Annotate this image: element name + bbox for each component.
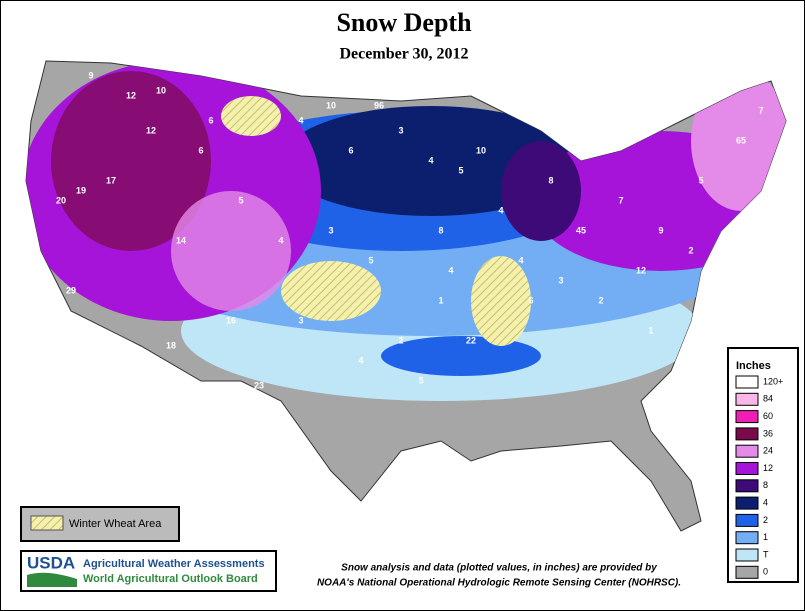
legend-label: 1 — [763, 532, 768, 542]
plotted-value: 12 — [126, 90, 136, 100]
plotted-value: 10 — [156, 85, 166, 95]
legend-swatch — [735, 462, 759, 475]
credit-line2: NOAA's National Operational Hydrologic R… — [317, 578, 681, 589]
legend-label: 36 — [763, 428, 773, 438]
plotted-value: 5 — [368, 255, 373, 265]
plotted-value: 5 — [238, 195, 243, 205]
plotted-value: 45 — [576, 225, 586, 235]
plotted-value: 8 — [438, 225, 443, 235]
usda-logo: USDA — [27, 553, 75, 572]
legend-swatch — [735, 513, 759, 527]
agency-line2: World Agricultural Outlook Board — [83, 573, 258, 585]
plotted-value: 4 — [428, 155, 433, 165]
legend-label: 4 — [763, 497, 768, 507]
plotted-value: 4 — [518, 255, 523, 265]
plotted-value: 12 — [146, 125, 156, 135]
credit-line1: Snow analysis and data (plotted values, … — [341, 563, 657, 574]
logo-wave — [27, 572, 77, 587]
plotted-value: 18 — [166, 340, 176, 350]
legend-title: Inches — [736, 360, 771, 372]
legend-swatch — [735, 479, 759, 493]
legend-label: 120+ — [763, 376, 783, 386]
plotted-value: 10 — [476, 145, 486, 155]
subtitle: December 30, 2012 — [340, 46, 469, 63]
plotted-value: 6 — [348, 145, 353, 155]
plotted-value: 17 — [106, 175, 116, 185]
plotted-value: 1 — [648, 325, 653, 335]
plotted-value: 5 — [418, 375, 423, 385]
legend-swatch — [735, 548, 759, 562]
legend-label: 24 — [763, 446, 773, 456]
plotted-value: 8 — [548, 175, 553, 185]
plotted-value: 5 — [458, 165, 463, 175]
legend-label: 60 — [763, 411, 773, 421]
legend-swatch — [735, 410, 759, 424]
plotted-value: 5 — [698, 175, 703, 185]
legend-label: 84 — [763, 394, 773, 404]
plotted-value: 12 — [636, 265, 646, 275]
legend-label: 0 — [763, 567, 768, 577]
plotted-value: 65 — [736, 135, 746, 145]
plotted-value: 4 — [298, 115, 303, 125]
plotted-value: 9 — [658, 225, 663, 235]
plotted-value: 10 — [326, 100, 336, 110]
plotted-value: 20 — [56, 195, 66, 205]
plotted-value: 2 — [118, 335, 123, 345]
plotted-value: 22 — [466, 335, 476, 345]
plotted-value: 2 — [598, 295, 603, 305]
wheat-label: Winter Wheat Area — [69, 518, 162, 530]
plotted-value: 3 — [398, 125, 403, 135]
legend-swatch — [735, 427, 759, 441]
plotted-value: 14 — [176, 235, 186, 245]
legend-swatch — [735, 565, 759, 579]
plotted-value: 16 — [226, 315, 236, 325]
plotted-value: 29 — [66, 285, 76, 295]
legend-swatch — [735, 375, 759, 389]
legend-label: 2 — [763, 515, 768, 525]
wheat-swatch — [30, 515, 64, 531]
plotted-value: 3 — [298, 315, 303, 325]
plotted-value: 23 — [254, 380, 264, 390]
legend-swatch — [735, 444, 759, 458]
plotted-value: 4 — [498, 205, 503, 215]
legend-label: 12 — [763, 463, 773, 473]
plotted-value: 7 — [758, 105, 763, 115]
plotted-value: 96 — [374, 100, 384, 110]
plotted-value: 6 — [528, 295, 533, 305]
legend-swatch — [735, 531, 759, 545]
plotted-value: 3 — [328, 225, 333, 235]
plotted-value: 6 — [198, 145, 203, 155]
legend-swatch — [735, 392, 759, 406]
plotted-value: 6 — [208, 115, 213, 125]
snow-cover — [26, 61, 786, 401]
plotted-value: 7 — [618, 195, 623, 205]
plotted-value: 4 — [358, 355, 363, 365]
plotted-value: 4 — [278, 235, 283, 245]
plotted-value: 1 — [438, 295, 443, 305]
agency-line1: Agricultural Weather Assessments — [83, 558, 265, 570]
plotted-value: 2 — [398, 335, 403, 345]
plotted-value: 9 — [88, 70, 93, 80]
plotted-value: 2 — [688, 245, 693, 255]
legend-label: T — [763, 549, 769, 559]
plotted-value: 3 — [558, 275, 563, 285]
plotted-value: 19 — [76, 185, 86, 195]
legend-label: 8 — [763, 480, 768, 490]
legend-swatch — [735, 496, 759, 510]
title: Snow Depth — [336, 8, 472, 37]
plotted-value: 4 — [448, 265, 453, 275]
